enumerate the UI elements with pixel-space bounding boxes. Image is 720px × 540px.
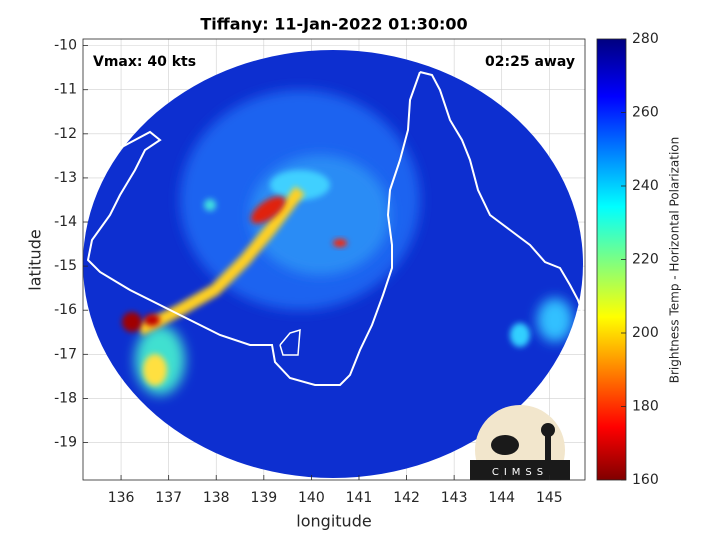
y-tick-label: -13 (54, 170, 77, 186)
colorbar-tick-label: 260 (632, 105, 659, 121)
y-tick-label: -15 (54, 258, 77, 274)
chart-title: Tiffany: 11-Jan-2022 01:30:00 (200, 15, 467, 34)
y-tick-label: -16 (54, 302, 77, 318)
x-tick-label: 142 (393, 490, 420, 506)
x-tick-label: 140 (298, 490, 325, 506)
satellite-image: CIMSS (83, 50, 585, 480)
colorbar-tick-label: 180 (632, 399, 659, 415)
y-tick-label: -12 (54, 126, 77, 142)
x-tick-label: 137 (155, 490, 182, 506)
colorbar-label: Brightness Temp - Horizontal Polarizatio… (668, 137, 682, 384)
annotation: 02:25 away (485, 54, 575, 70)
logo-text: CIMSS (492, 467, 548, 478)
y-tick-label: -10 (54, 38, 77, 54)
colorbar-tick-label: 220 (632, 252, 659, 268)
x-axis-label: longitude (296, 512, 371, 531)
y-axis-label: latitude (26, 229, 45, 290)
colorbar-tick-label: 160 (632, 472, 659, 488)
y-tick-label: -17 (54, 346, 77, 362)
y-tick-label: -14 (54, 214, 77, 230)
x-tick-label: 144 (488, 490, 515, 506)
x-tick-label: 136 (108, 490, 135, 506)
x-tick-label: 145 (536, 490, 563, 506)
plot-frame (82, 38, 586, 481)
y-tick-label: -19 (54, 435, 77, 451)
annotation: Vmax: 40 kts (93, 54, 196, 70)
x-tick-label: 139 (250, 490, 277, 506)
x-tick-label: 143 (441, 490, 468, 506)
y-tick-label: -11 (54, 82, 77, 98)
colorbar-tick-label: 240 (632, 178, 659, 194)
x-tick-label: 138 (203, 490, 230, 506)
x-tick-label: 141 (346, 490, 373, 506)
logo: CIMSS (470, 405, 570, 480)
y-tick-label: -18 (54, 390, 77, 406)
colorbar-tick-label: 200 (632, 325, 659, 341)
colorbar-tick-label: 280 (632, 31, 659, 47)
